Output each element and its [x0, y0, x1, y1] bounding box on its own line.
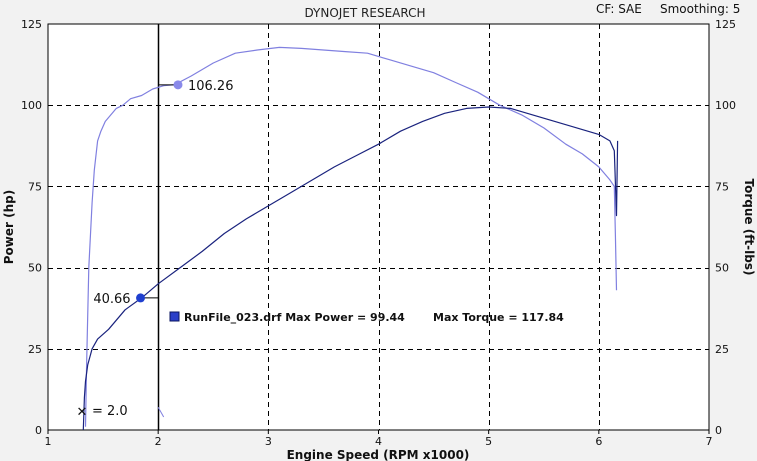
y-tick-label-right: 50 — [715, 262, 729, 275]
correction-factor-label: CF: SAE — [596, 2, 642, 16]
y-tick-label-left: 100 — [21, 99, 42, 112]
plot-area — [47, 23, 710, 431]
x-tick-label: 2 — [155, 435, 162, 448]
y-tick-label-left: 25 — [28, 343, 42, 356]
y-axis-label-left: Power (hp) — [2, 190, 16, 264]
marker-label-power: 40.66 — [93, 292, 130, 307]
y-tick-label-right: 0 — [715, 424, 722, 437]
cursor-value-label: = 2.0 — [92, 404, 128, 419]
y-tick-label-left: 50 — [28, 262, 42, 275]
y-tick-label-right: 100 — [715, 99, 736, 112]
marker-dot-torque — [173, 80, 183, 90]
y-tick-label-right: 75 — [715, 180, 729, 193]
x-tick-label: 3 — [265, 435, 272, 448]
y-tick-label-right: 25 — [715, 343, 729, 356]
grid-lines — [48, 24, 709, 430]
y-tick-label-left: 125 — [21, 18, 42, 31]
marker-dot-power — [136, 293, 146, 303]
x-axis-label: Engine Speed (RPM x1000) — [287, 448, 470, 461]
y-tick-label-right: 125 — [715, 18, 736, 31]
y-tick-label-left: 75 — [28, 180, 42, 193]
series-markers: 106.26 40.66 — [93, 79, 233, 307]
x-tick-label: 5 — [485, 435, 492, 448]
y-axis-label-right: Torque (ft-lbs) — [742, 179, 756, 276]
y-tick-label-left: 0 — [35, 424, 42, 437]
cursor-tail — [157, 407, 165, 418]
series-line-torque — [84, 46, 618, 427]
legend-swatch — [169, 311, 180, 322]
legend-entry: RunFile_023.drf Max Power = 99.44 — [184, 311, 405, 324]
legend: RunFile_023.drf Max Power = 99.44 Max To… — [169, 311, 564, 324]
marker-label-torque: 106.26 — [188, 79, 234, 94]
cursor-marker: ✕ = 2.0 — [77, 404, 128, 420]
chart-title: DYNOJET RESEARCH — [304, 6, 425, 20]
x-tick-label: 1 — [45, 435, 52, 448]
x-tick-label: 6 — [595, 435, 602, 448]
legend-max-torque: Max Torque = 117.84 — [433, 311, 564, 324]
cursor-x-icon: ✕ — [77, 405, 88, 420]
smoothing-label: Smoothing: 5 — [660, 2, 740, 16]
x-tick-label: 4 — [375, 435, 382, 448]
x-tick-label: 7 — [706, 435, 713, 448]
series-line-power — [82, 106, 619, 431]
series-lines — [82, 46, 619, 431]
